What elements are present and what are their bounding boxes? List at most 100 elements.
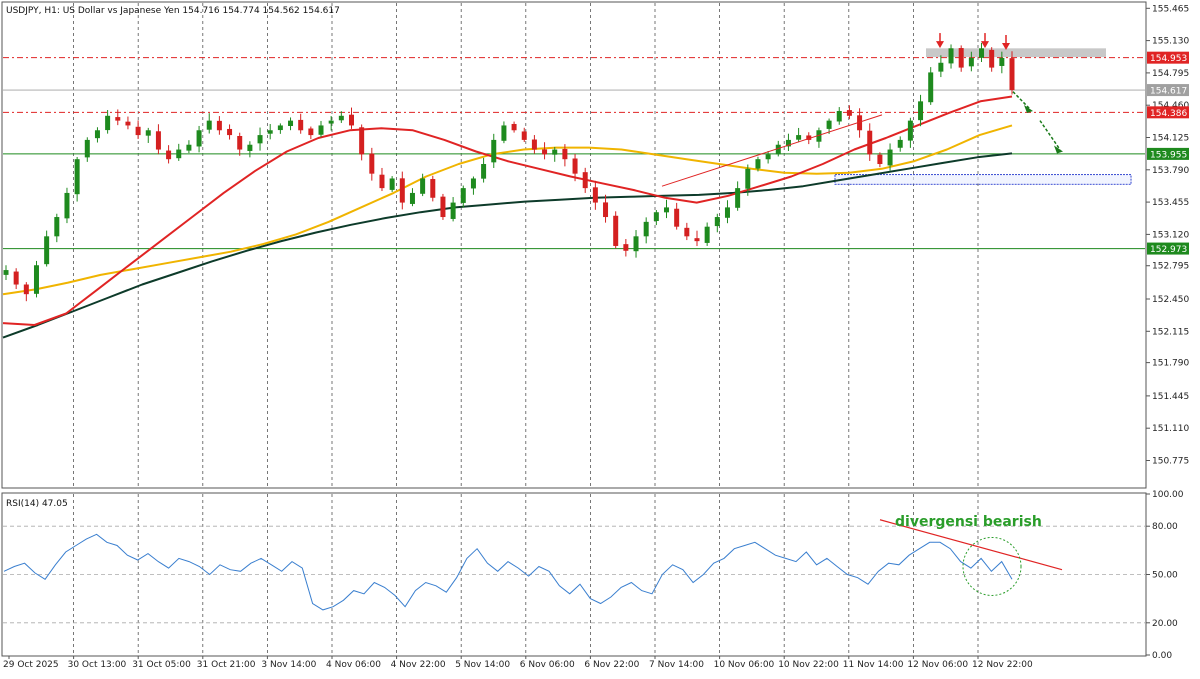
candle-body: [145, 130, 151, 136]
rsi-title: RSI(14) 47.05: [6, 499, 68, 509]
candle-body: [23, 284, 29, 295]
candle-body: [968, 57, 974, 67]
candle-body: [176, 149, 182, 159]
candle-body: [938, 62, 944, 72]
rsi-tick-label: 20.00: [1152, 619, 1178, 629]
candle-body: [369, 153, 375, 174]
candle-body: [826, 120, 832, 129]
candle-body: [531, 139, 537, 150]
down-arrow-head: [936, 41, 944, 49]
candle-body: [44, 236, 50, 265]
price-tag: [1147, 106, 1189, 119]
candle-body: [318, 125, 324, 135]
candle-body: [135, 126, 141, 136]
price-tag: [1147, 147, 1189, 160]
x-tick-label: 11 Nov 14:00: [843, 660, 904, 670]
y-tick-label: 150.775: [1152, 456, 1189, 466]
candle-body: [440, 196, 446, 218]
candle-body: [623, 244, 629, 251]
rsi-tick-label: 100.00: [1152, 490, 1184, 500]
candle-body: [603, 202, 609, 218]
candle-body: [298, 119, 304, 131]
candle-body: [775, 144, 781, 155]
candle-body: [552, 149, 558, 155]
candle-body: [13, 271, 19, 285]
price-tag: [1147, 51, 1189, 64]
x-tick-label: 6 Nov 06:00: [520, 660, 575, 670]
candle-body: [674, 208, 680, 227]
x-tick-label: 12 Nov 06:00: [907, 660, 968, 670]
candles: [3, 42, 1015, 302]
arrows: [936, 33, 1063, 154]
y-tick-label: 152.450: [1152, 295, 1189, 305]
down-arrow-head: [981, 41, 989, 49]
candle-body: [196, 130, 202, 147]
candle-body: [542, 149, 548, 155]
candle-body: [511, 123, 517, 131]
divergence-label: divergensi bearish: [895, 514, 1042, 530]
candle-body: [918, 101, 924, 121]
candle-body: [816, 130, 822, 142]
candle-body: [755, 159, 761, 169]
price-tag-label: 154.617: [1150, 87, 1187, 97]
candle-body: [867, 130, 873, 155]
candle-body: [643, 221, 649, 237]
rsi-series-line: [3, 533, 1013, 611]
candle-body: [420, 178, 426, 194]
y-tick-label: 155.465: [1152, 4, 1189, 14]
y-tick-label: 151.110: [1152, 424, 1189, 434]
candle-body: [227, 128, 233, 136]
x-tick-label: 4 Nov 06:00: [326, 660, 381, 670]
y-tick-label: 153.455: [1152, 198, 1189, 208]
x-tick-label: 10 Nov 06:00: [714, 660, 775, 670]
candle-body: [206, 120, 212, 130]
candle-body: [887, 149, 893, 166]
rising-trendline: [661, 114, 883, 187]
candle-body: [491, 139, 497, 163]
candle-body: [216, 120, 222, 131]
candle-body: [338, 115, 344, 121]
projection-arrowhead-1: [1024, 105, 1033, 114]
candle-body: [399, 178, 405, 203]
projection-arrow-1: [1012, 91, 1031, 110]
candle-body: [572, 158, 578, 174]
projection-arrowhead-2: [1054, 145, 1063, 154]
candle-body: [653, 212, 659, 222]
candle-body: [948, 48, 954, 64]
candle-body: [836, 110, 842, 122]
x-tick-label: 5 Nov 14:00: [455, 660, 510, 670]
y-tick-label: 153.120: [1152, 230, 1189, 240]
candle-body: [186, 144, 192, 151]
resistance-zone: [926, 48, 1106, 58]
price-tag-label: 154.953: [1150, 54, 1187, 64]
y-tick-label: 152.115: [1152, 327, 1189, 337]
price-tag-label: 154.386: [1150, 109, 1187, 119]
moving-average-50: [2, 95, 1013, 326]
candle-body: [481, 164, 487, 179]
moving-averages: [2, 95, 1013, 339]
x-tick-label: 30 Oct 13:00: [68, 660, 127, 670]
x-tick-label: 31 Oct 21:00: [197, 660, 256, 670]
moving-average-100: [2, 124, 1013, 296]
candle-body: [562, 148, 568, 160]
candle-body: [237, 135, 243, 150]
candle-body: [684, 227, 690, 237]
candle-body: [521, 131, 527, 140]
price-tag-label: 153.955: [1150, 150, 1187, 160]
x-tick-label: 12 Nov 22:00: [972, 660, 1033, 670]
divergence-circle: [962, 536, 1022, 596]
x-tick-label: 6 Nov 22:00: [584, 660, 639, 670]
y-tick-label: 154.795: [1152, 69, 1189, 79]
candle-body: [704, 226, 710, 243]
y-tick-label: 154.460: [1152, 101, 1189, 111]
price-tag: [1147, 84, 1189, 97]
candle-body: [54, 217, 60, 237]
chart-title: USDJPY, H1: US Dollar vs Japanese Yen 15…: [6, 6, 340, 16]
candle-body: [460, 188, 466, 203]
moving-average-200: [2, 152, 1013, 339]
candle-body: [714, 217, 720, 227]
candle-body: [94, 130, 100, 139]
candle-body: [74, 159, 80, 195]
candle-body: [694, 238, 700, 242]
